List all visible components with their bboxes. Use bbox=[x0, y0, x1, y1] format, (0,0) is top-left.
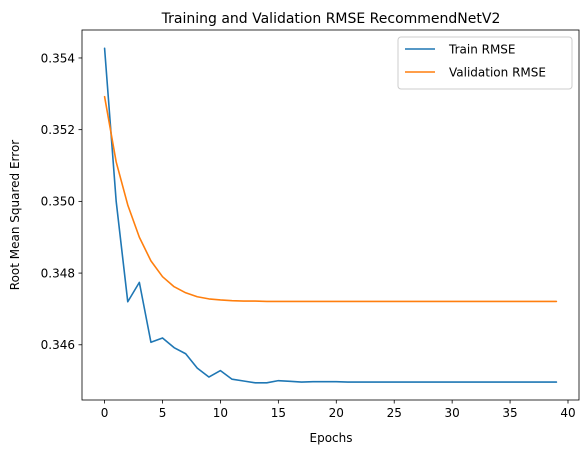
plot-frame bbox=[81, 29, 580, 401]
y-tick-label: 0.348 bbox=[41, 266, 75, 280]
x-tick-label: 20 bbox=[329, 406, 344, 420]
series-line-train bbox=[103, 47, 558, 384]
legend-label-train: Train RMSE bbox=[448, 43, 516, 57]
x-axis-label: Epochs bbox=[310, 431, 353, 445]
y-axis-label: Root Mean Squared Error bbox=[8, 140, 22, 291]
x-tick-label: 25 bbox=[387, 406, 402, 420]
legend-box bbox=[397, 36, 573, 90]
x-tick-label: 5 bbox=[159, 406, 167, 420]
y-tick-label: 0.350 bbox=[41, 195, 75, 209]
plot-lines bbox=[103, 47, 558, 384]
x-tick-label: 10 bbox=[213, 406, 228, 420]
x-tick-label: 40 bbox=[560, 406, 575, 420]
legend-label-validation: Validation RMSE bbox=[449, 66, 546, 80]
x-tick-label: 15 bbox=[271, 406, 286, 420]
y-tick-label: 0.352 bbox=[41, 123, 75, 137]
x-tick-label: 0 bbox=[101, 406, 109, 420]
y-tick-label: 0.354 bbox=[41, 51, 75, 65]
x-tick-label: 35 bbox=[502, 406, 517, 420]
x-axis: 0 5 10 15 20 25 30 35 40 bbox=[101, 400, 576, 420]
x-tick-label: 30 bbox=[445, 406, 460, 420]
y-axis: 0.346 0.348 0.350 0.352 0.354 bbox=[41, 51, 82, 352]
series-line-validation bbox=[103, 95, 558, 303]
y-tick-label: 0.346 bbox=[41, 338, 75, 352]
chart-title: Training and Validation RMSE RecommendNe… bbox=[161, 11, 501, 27]
legend: Train RMSE Validation RMSE bbox=[397, 36, 573, 90]
